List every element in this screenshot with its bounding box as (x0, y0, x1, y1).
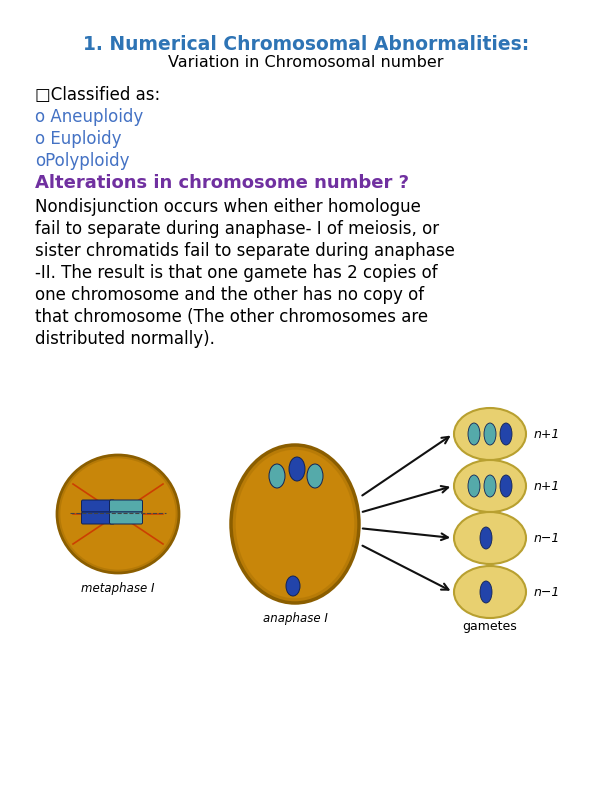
FancyBboxPatch shape (81, 500, 114, 512)
Ellipse shape (454, 408, 526, 460)
Text: fail to separate during anaphase- I of meiosis, or: fail to separate during anaphase- I of m… (35, 220, 439, 238)
Text: one chromosome and the other has no copy of: one chromosome and the other has no copy… (35, 286, 424, 304)
Text: Nondisjunction occurs when either homologue: Nondisjunction occurs when either homolo… (35, 198, 421, 216)
Ellipse shape (480, 527, 492, 549)
Ellipse shape (468, 475, 480, 497)
Text: that chromosome (The other chromosomes are: that chromosome (The other chromosomes a… (35, 308, 428, 326)
Text: □Classified as:: □Classified as: (35, 86, 160, 104)
Text: sister chromatids fail to separate during anaphase: sister chromatids fail to separate durin… (35, 242, 455, 260)
Ellipse shape (500, 475, 512, 497)
Text: gametes: gametes (463, 620, 517, 633)
FancyBboxPatch shape (81, 512, 114, 524)
Text: n+1: n+1 (534, 428, 561, 440)
Ellipse shape (307, 464, 323, 488)
FancyBboxPatch shape (110, 512, 143, 524)
Text: -II. The result is that one gamete has 2 copies of: -II. The result is that one gamete has 2… (35, 264, 438, 282)
Text: distributed normally).: distributed normally). (35, 330, 215, 348)
Text: oPolyploidy: oPolyploidy (35, 152, 130, 170)
Ellipse shape (480, 581, 492, 603)
Ellipse shape (289, 457, 305, 481)
Text: o Aneuploidy: o Aneuploidy (35, 108, 143, 126)
Ellipse shape (59, 457, 177, 571)
FancyBboxPatch shape (110, 500, 143, 512)
Ellipse shape (231, 445, 359, 603)
Ellipse shape (468, 423, 480, 445)
Text: Variation in Chromosomal number: Variation in Chromosomal number (168, 55, 444, 70)
Text: metaphase I: metaphase I (81, 582, 155, 595)
Text: o Euploidy: o Euploidy (35, 130, 122, 148)
Ellipse shape (484, 475, 496, 497)
Text: n−1: n−1 (534, 585, 561, 599)
Text: n−1: n−1 (534, 531, 561, 545)
Ellipse shape (286, 576, 300, 596)
Ellipse shape (454, 512, 526, 564)
Ellipse shape (269, 464, 285, 488)
Ellipse shape (57, 455, 179, 573)
Ellipse shape (484, 423, 496, 445)
Ellipse shape (234, 448, 356, 600)
Text: 1. Numerical Chromosomal Abnormalities:: 1. Numerical Chromosomal Abnormalities: (83, 35, 529, 54)
Text: Alterations in chromosome number ?: Alterations in chromosome number ? (35, 174, 409, 192)
Text: anaphase I: anaphase I (263, 612, 327, 625)
Ellipse shape (454, 460, 526, 512)
Ellipse shape (500, 423, 512, 445)
Text: n+1: n+1 (534, 479, 561, 493)
Ellipse shape (454, 566, 526, 618)
